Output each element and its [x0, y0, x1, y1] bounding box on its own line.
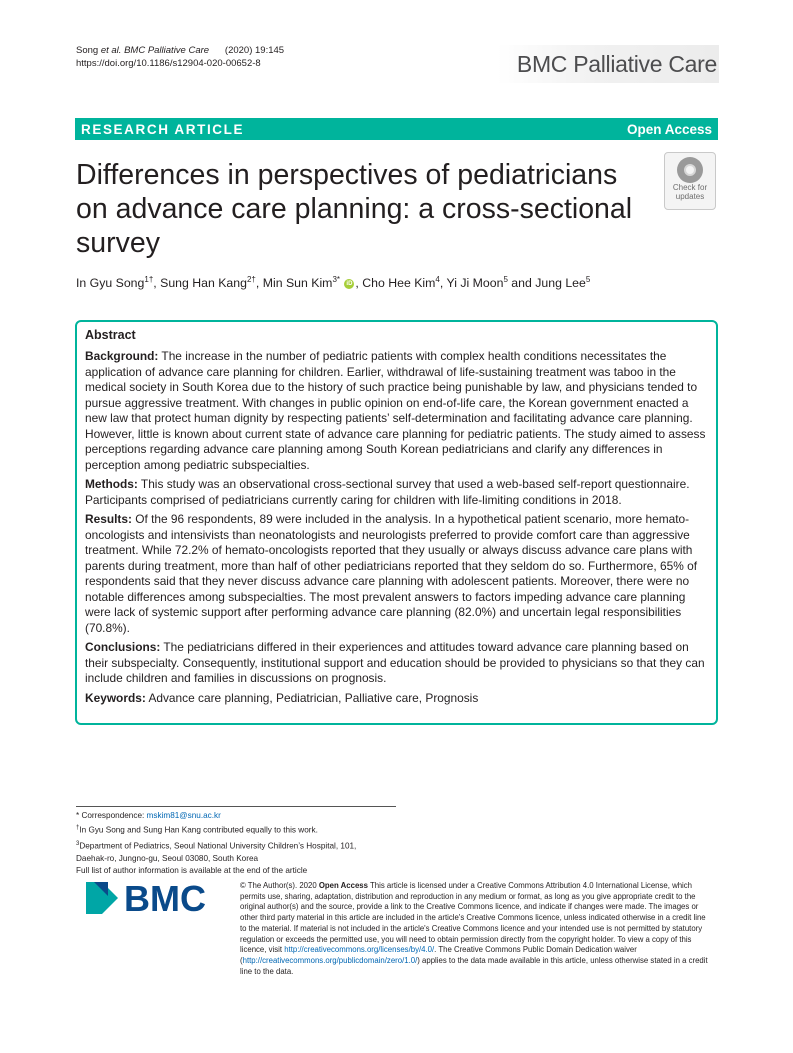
footnotes: * Correspondence: mskim81@snu.ac.kr †In …	[76, 806, 396, 878]
bmc-logo-text: BMC	[124, 880, 206, 914]
abstract-results: Results: Of the 96 respondents, 89 were …	[85, 512, 698, 635]
author-name: Sung Han Kang	[160, 276, 247, 291]
abstract-heading: Abstract	[85, 328, 136, 342]
journal-title: BMC Palliative Care	[516, 50, 717, 77]
bmc-logo-mark-accent	[94, 882, 108, 896]
open-access-label: Open Access	[626, 121, 712, 137]
license-text: © The Author(s). 2020 Open Access This a…	[240, 881, 708, 976]
author-name: Jung Lee	[535, 276, 586, 291]
author-name: Yi Ji Moon	[446, 276, 504, 291]
affiliation-note-cont: Daehak-ro, Jungno-gu, Seoul 03080, South…	[76, 853, 259, 863]
article-title: Differences in perspectives of pediatric…	[76, 159, 633, 259]
license-link[interactable]: http://creativecommons.org/licenses/by/4…	[284, 945, 435, 955]
bmc-logo-mark	[86, 882, 118, 914]
article-type-banner: RESEARCH ARTICLE Open Access	[75, 118, 718, 140]
citation-block: Song et al. BMC Palliative Care (2020) 1…	[76, 44, 284, 70]
abstract-box: Abstract Background: The increase in the…	[75, 320, 718, 725]
abstract-methods: Methods: This study was an observational…	[85, 477, 690, 507]
doi-link[interactable]: https://doi.org/10.1186/s12904-020-00652…	[76, 58, 261, 69]
correspondence-line: * Correspondence: mskim81@snu.ac.kr	[76, 811, 221, 820]
bmc-logo: BMC	[86, 880, 206, 914]
journal-abbrev: et al. BMC Palliative Care	[100, 45, 210, 56]
abstract-background: Background: The increase in the number o…	[85, 349, 706, 472]
citation-volume: (2020) 19:145	[224, 45, 285, 56]
citation-line: Song et al. BMC Palliative Care (2020) 1…	[76, 45, 285, 56]
correspondence-email[interactable]: mskim81@snu.ac.kr	[146, 811, 221, 820]
affiliation-note: 3Department of Pediatrics, Seoul Nationa…	[76, 840, 357, 851]
article-type-label: RESEARCH ARTICLE	[81, 121, 245, 137]
author-name: In Gyu Song	[76, 276, 145, 291]
equal-contribution-note: †In Gyu Song and Sung Han Kang contribut…	[76, 825, 318, 836]
abstract-keywords: Keywords: Advance care planning, Pediatr…	[85, 690, 479, 705]
orcid-icon[interactable]: iD	[344, 278, 355, 289]
author-name: Cho Hee Kim	[362, 276, 436, 291]
abstract-conclusions: Conclusions: The pediatricians differed …	[85, 640, 705, 685]
public-domain-link[interactable]: http://creativecommons.org/publicdomain/…	[242, 955, 418, 965]
check-for-updates-badge[interactable]: Check for updates	[664, 152, 716, 210]
author-list: In Gyu Song1†, Sung Han Kang2†, Min Sun …	[76, 275, 591, 291]
journal-header: BMC Palliative Care	[497, 45, 719, 83]
author-name: Min Sun Kim	[262, 276, 333, 291]
check-updates-icon	[677, 157, 703, 183]
author-info-note: Full list of author information is avail…	[76, 866, 308, 876]
